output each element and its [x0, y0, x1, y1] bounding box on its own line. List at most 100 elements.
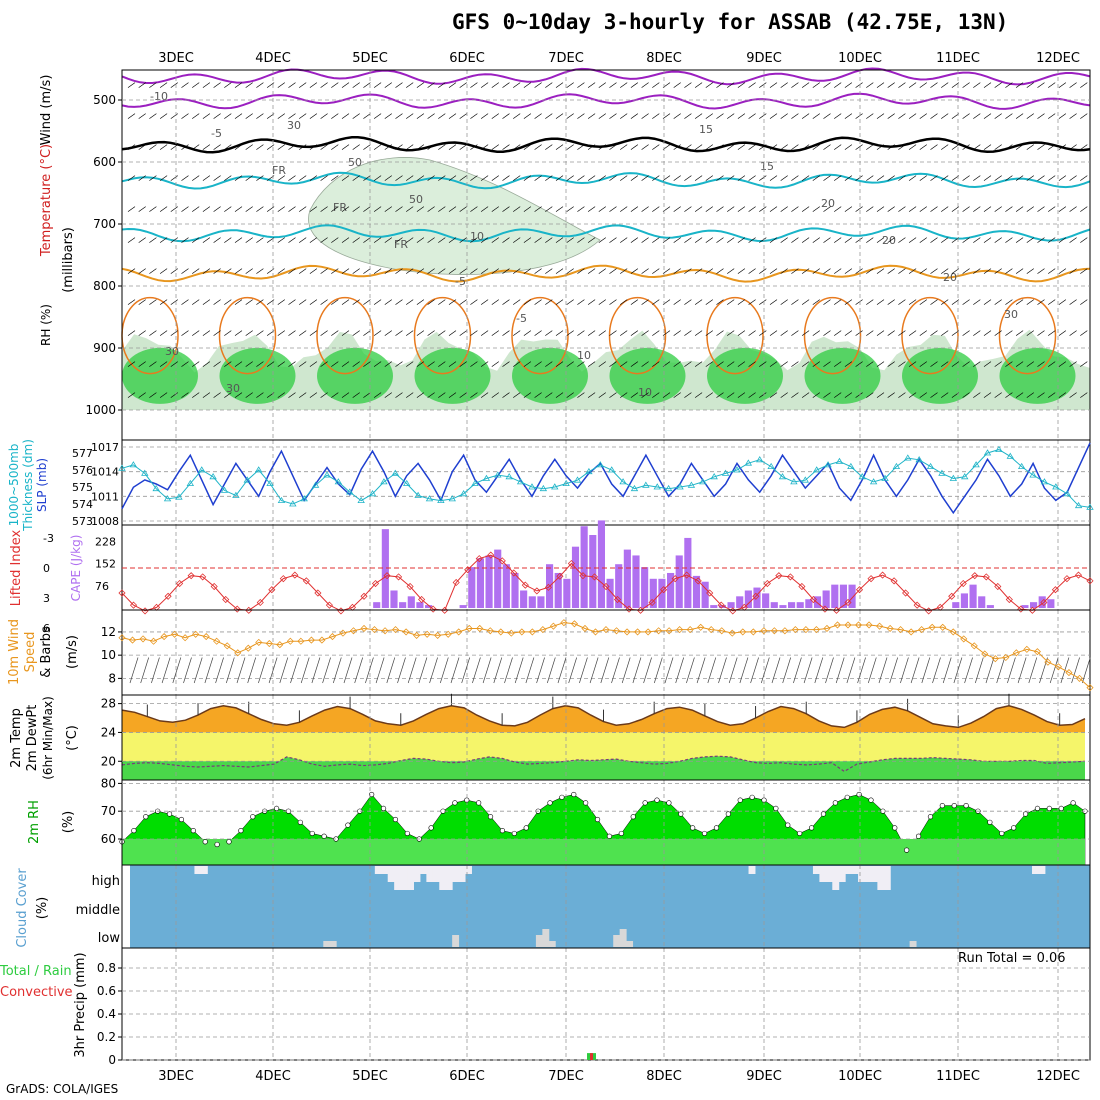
wind-barb: [480, 206, 489, 212]
wind-barb: [416, 299, 425, 305]
li-marker: [913, 601, 921, 609]
wind-barb: [855, 82, 863, 88]
li-marker: [1086, 577, 1094, 585]
thickness-marker: [402, 479, 411, 486]
wind-barb: [512, 175, 521, 181]
wind-barb: [737, 237, 746, 243]
wind-barb: [973, 113, 981, 119]
wind-barb-10m: [140, 657, 150, 684]
thickness-marker: [505, 473, 513, 480]
wind-barb: [705, 268, 714, 274]
cloud-low-bar: [909, 941, 917, 947]
wind-barb: [545, 237, 553, 243]
wind-barb: [962, 175, 970, 181]
wind-barb: [416, 175, 425, 181]
wind-tick-label: 12: [101, 625, 116, 639]
wind-barb: [726, 82, 735, 88]
wind-barb: [619, 113, 628, 119]
wind-barb: [919, 330, 928, 336]
rh2m-marker: [369, 791, 375, 798]
wind-marker: [665, 627, 673, 635]
wind-barb: [363, 175, 371, 181]
cloud-level-label: high: [92, 874, 120, 889]
thickness-marker: [756, 456, 764, 463]
wind-barb: [181, 206, 189, 212]
wind-barb: [801, 392, 810, 398]
wind-barb: [705, 330, 714, 336]
wind-barb: [555, 237, 564, 243]
li-marker: [222, 595, 230, 604]
wind10m-axis-label-b: Speed: [23, 632, 38, 673]
wind-barb: [234, 206, 243, 212]
wind-barb: [577, 206, 585, 212]
wind-barb: [438, 175, 446, 181]
li-marker: [948, 592, 956, 600]
wind-barb-10m: [771, 657, 781, 684]
wind-barb: [523, 144, 532, 150]
wind-barb: [191, 268, 200, 274]
wind-barb: [138, 361, 146, 367]
grads-credit: GrADS: COLA/IGES: [6, 1082, 119, 1096]
wind-barb: [427, 361, 435, 367]
wind-barb: [641, 82, 649, 88]
wind-marker: [676, 626, 684, 634]
li-marker: [233, 605, 241, 613]
wind-barb: [866, 144, 874, 150]
thickness-marker: [186, 479, 195, 486]
wind-marker: [349, 627, 358, 635]
wind-barb: [769, 206, 778, 212]
wind-barb-10m: [739, 657, 749, 684]
wind-barb: [908, 82, 917, 88]
wind-barb: [1026, 299, 1035, 305]
rh2m-marker: [487, 814, 494, 820]
wind-barb: [331, 175, 339, 181]
wind-barb: [202, 237, 211, 243]
wind-barb: [331, 206, 339, 212]
wind-barb: [523, 268, 532, 274]
rh2m-marker: [297, 819, 303, 825]
wind-barb-10m: [311, 657, 321, 684]
wind-barb: [566, 113, 574, 119]
wind-marker: [223, 642, 231, 650]
wind-barb: [448, 82, 457, 88]
wind-barb: [405, 392, 414, 398]
wind-barb: [812, 144, 821, 150]
wind-barb: [416, 268, 425, 274]
wind-marker: [181, 634, 189, 642]
wind-barb: [234, 392, 243, 398]
wind-marker: [328, 633, 337, 641]
thickness-marker: [1074, 501, 1083, 509]
wind-barb: [587, 268, 596, 274]
wind-marker: [749, 628, 757, 636]
thickness-marker: [881, 474, 889, 481]
wind-barb: [191, 144, 200, 150]
wind-barb: [919, 237, 928, 243]
rh2m-marker: [1070, 800, 1076, 806]
wind-barb: [320, 392, 328, 398]
wind-barb: [1058, 237, 1067, 243]
wind-barb: [940, 237, 949, 243]
wind-barb: [480, 392, 489, 398]
wind-barb: [395, 206, 403, 212]
wind-barb: [1015, 237, 1024, 243]
wind-barb: [1015, 268, 1024, 274]
contour-label: 10: [577, 349, 591, 362]
wind-barb: [320, 82, 328, 88]
wind-barb: [930, 330, 938, 336]
wind-barb: [138, 237, 146, 243]
wind-barb: [170, 237, 179, 243]
wind-marker: [370, 626, 379, 634]
rh-fill-high: [902, 347, 978, 404]
li-marker: [821, 605, 829, 613]
wind-barb-10m: [375, 657, 385, 684]
wind-barb: [609, 144, 617, 150]
wind-barb: [427, 206, 435, 212]
wind-barb: [416, 392, 425, 398]
wind-barb: [994, 175, 1002, 181]
thickness-tick-label: 575: [72, 481, 93, 494]
wind-barb: [566, 82, 574, 88]
wind-barb: [491, 113, 500, 119]
wind-marker: [739, 628, 747, 636]
thickness-marker: [482, 474, 491, 481]
wind-marker: [991, 655, 999, 663]
